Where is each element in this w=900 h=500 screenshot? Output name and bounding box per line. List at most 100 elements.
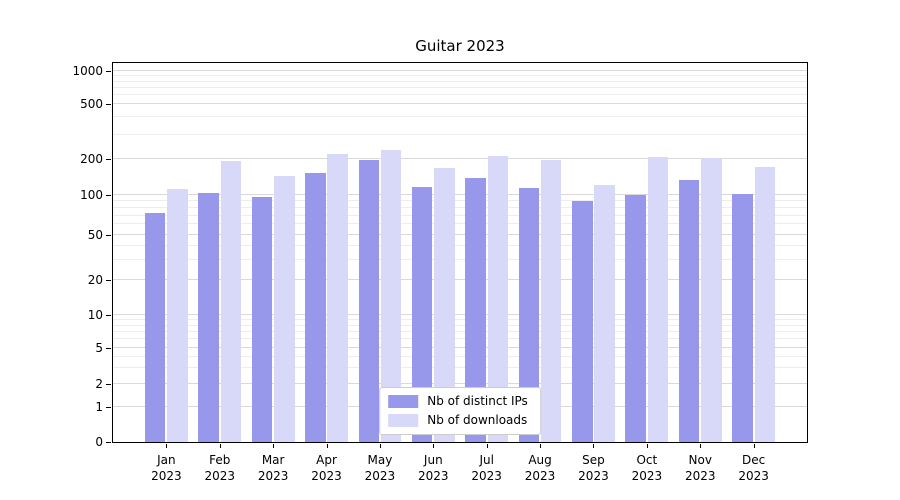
x-tick-label: Jan 2023 xyxy=(134,452,198,484)
y-tick-mark xyxy=(106,407,111,408)
bar-downloads xyxy=(540,160,562,442)
bar-downloads xyxy=(487,155,509,442)
x-tick-label-line: Sep xyxy=(582,453,605,467)
bar-downloads xyxy=(220,161,242,442)
bar-distinct-ips xyxy=(625,195,646,442)
gridline-minor xyxy=(113,259,807,261)
x-tick-label-line: 2023 xyxy=(471,469,502,483)
bar-distinct-ips xyxy=(678,180,700,442)
y-tick-label: 1000 xyxy=(72,64,103,78)
y-tick-mark xyxy=(106,384,111,385)
bar-downloads xyxy=(380,150,402,442)
gridline-minor xyxy=(113,206,807,208)
bar-downloads xyxy=(434,168,455,442)
x-tick-label: May 2023 xyxy=(348,452,412,484)
bar-distinct-ips xyxy=(198,192,219,442)
x-tick-label: Jun 2023 xyxy=(401,452,465,484)
x-tick-label-line: Dec xyxy=(741,453,766,467)
x-tick-label-line: Mar xyxy=(261,453,285,467)
y-tick-mark xyxy=(106,280,111,281)
legend-swatch-downloads-icon xyxy=(388,413,419,427)
bar-downloads xyxy=(274,176,295,442)
x-tick-label: Jul 2023 xyxy=(455,452,519,484)
bar-downloads xyxy=(701,158,722,442)
legend-item-distinct-ips: Nb of distinct IPs xyxy=(388,394,528,408)
x-tick-mark xyxy=(273,444,275,448)
gridline-major xyxy=(113,70,807,71)
gridline-minor xyxy=(113,214,807,216)
y-tick-label: 100 xyxy=(80,188,103,202)
bar-distinct-ips xyxy=(144,213,166,442)
x-tick-label: Apr 2023 xyxy=(295,452,359,484)
y-tick-mark xyxy=(106,348,111,349)
x-tick-label-line: 2023 xyxy=(204,469,236,483)
legend-label-distinct-ips: Nb of distinct IPs xyxy=(427,394,528,408)
y-tick-label: 1 xyxy=(95,400,103,414)
x-tick-mark xyxy=(700,444,702,448)
x-tick-label-line: May xyxy=(367,453,393,467)
y-tick-mark xyxy=(106,159,111,160)
x-tick-label-line: 2023 xyxy=(684,469,716,483)
x-tick-label-line: Feb xyxy=(209,453,231,467)
bar-distinct-ips xyxy=(251,196,273,442)
x-tick-mark xyxy=(486,444,488,448)
y-tick-mark xyxy=(106,104,111,105)
x-tick-label-line: 2023 xyxy=(364,469,396,483)
y-tick-label: 2 xyxy=(95,377,103,391)
y-tick-label: 5 xyxy=(95,341,103,355)
y-tick-mark xyxy=(106,195,111,196)
gridline-major xyxy=(113,279,807,280)
legend: Nb of distinct IPs Nb of downloads xyxy=(379,387,541,435)
x-tick-label: Nov 2023 xyxy=(668,452,732,484)
y-tick-mark xyxy=(106,315,111,316)
x-tick-label-line: Aug xyxy=(528,453,552,467)
y-tick-label: 500 xyxy=(80,97,103,111)
gridline-major xyxy=(113,383,807,384)
gridline-minor xyxy=(113,367,807,369)
x-tick-label-line: Jan xyxy=(157,453,176,467)
plot-area: Nb of distinct IPs Nb of downloads xyxy=(112,62,808,443)
gridline-minor xyxy=(113,94,807,96)
x-tick-label-line: 2023 xyxy=(311,469,342,483)
legend-swatch-distinct-ips-icon xyxy=(388,394,419,408)
x-tick-mark xyxy=(540,444,542,448)
gridline-major xyxy=(113,158,807,159)
x-tick-label-line: Oct xyxy=(636,453,658,467)
x-tick-label-line: Nov xyxy=(688,453,712,467)
gridline-minor xyxy=(113,86,807,88)
bar-distinct-ips xyxy=(358,160,380,442)
bar-distinct-ips xyxy=(305,173,326,442)
bar-downloads xyxy=(167,188,188,442)
x-tick-label: Oct 2023 xyxy=(615,452,679,484)
bar-downloads xyxy=(327,153,348,442)
bar-distinct-ips xyxy=(518,187,540,442)
gridline-minor xyxy=(113,223,807,225)
x-tick-mark xyxy=(219,444,221,448)
x-tick-mark xyxy=(166,444,168,448)
legend-label-downloads: Nb of downloads xyxy=(427,413,528,427)
x-tick-label-line: 2023 xyxy=(738,469,769,483)
x-tick-label: Sep 2023 xyxy=(561,452,625,484)
gridline-minor xyxy=(113,244,807,246)
gridline-minor xyxy=(113,330,807,332)
x-tick-label-line: Jul xyxy=(479,453,494,467)
x-tick-label-line: 2023 xyxy=(631,469,663,483)
gridline-minor xyxy=(113,338,807,340)
gridline-major xyxy=(113,234,807,235)
gridline-minor xyxy=(113,75,807,77)
x-tick-mark xyxy=(593,444,595,448)
bar-downloads xyxy=(594,184,615,442)
bar-distinct-ips xyxy=(732,193,753,442)
x-tick-label: Mar 2023 xyxy=(241,452,305,484)
y-tick-label: 0 xyxy=(95,435,103,449)
x-tick-mark xyxy=(326,444,328,448)
x-tick-label: Aug 2023 xyxy=(508,452,572,484)
x-tick-label-line: 2023 xyxy=(257,469,289,483)
gridline-minor xyxy=(113,200,807,202)
chart-title: Guitar 2023 xyxy=(415,37,505,55)
x-tick-mark xyxy=(379,444,381,448)
x-tick-label: Feb 2023 xyxy=(188,452,252,484)
bar-downloads xyxy=(647,157,669,442)
x-tick-label-line: Apr xyxy=(316,453,337,467)
